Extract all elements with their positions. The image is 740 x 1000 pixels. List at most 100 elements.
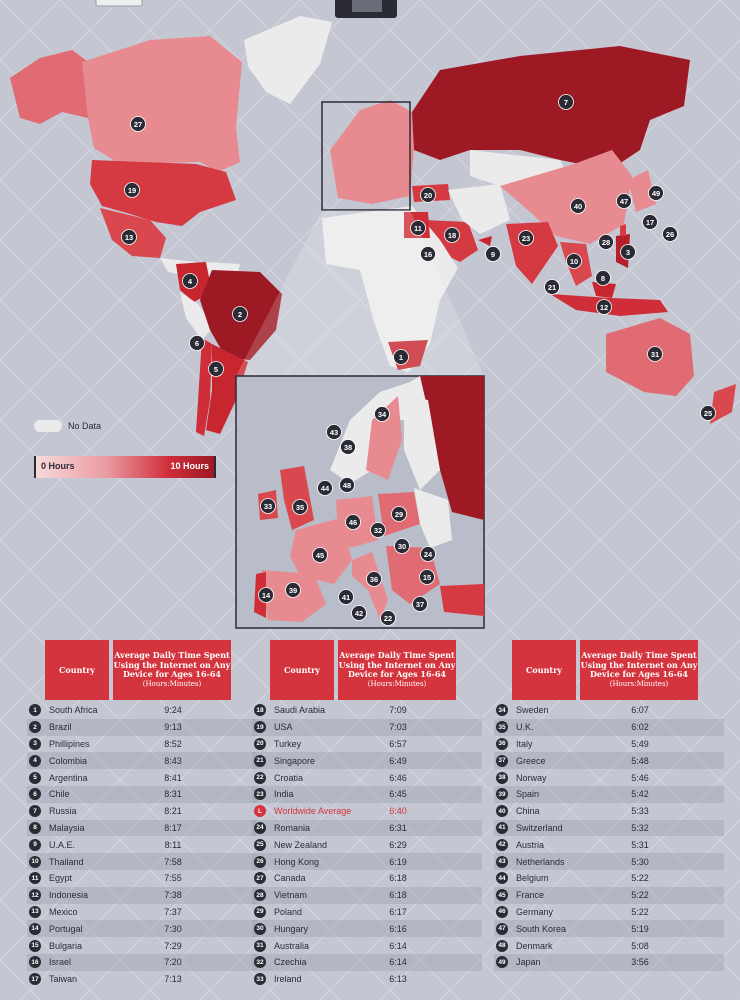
rank-marker-label: 43 — [330, 428, 338, 437]
time-value: 6:45 — [389, 789, 407, 800]
table-row: 40 China 5:33 — [494, 803, 724, 820]
country-name: Colombia — [49, 755, 88, 766]
rank-marker-label: 31 — [651, 350, 659, 359]
rank-marker: 49 — [648, 185, 664, 201]
time-value: 5:32 — [631, 822, 649, 833]
rank-badge: 20 — [254, 737, 266, 750]
no-data-label: No Data — [68, 421, 102, 431]
rank-marker-label: 18 — [448, 231, 456, 240]
country-name: Hungary — [274, 923, 309, 934]
rank-marker: 35 — [292, 499, 308, 515]
table-row: 43 Netherlands 5:30 — [494, 853, 724, 870]
country-name: Chile — [49, 789, 70, 800]
rank-badge: 43 — [496, 855, 508, 868]
rank-marker: 22 — [380, 610, 396, 626]
rank-badge: 11 — [29, 872, 41, 885]
country-name: Argentina — [49, 772, 88, 783]
rank-marker: 20 — [420, 187, 436, 203]
country-name: Mexico — [49, 906, 78, 917]
time-value: 5:22 — [631, 873, 649, 884]
table-row: 17 Taiwan 7:13 — [27, 971, 257, 988]
legend-max-label: 10 Hours — [170, 461, 209, 471]
rank-marker-label: 23 — [522, 234, 530, 243]
rank-marker-label: 27 — [134, 120, 142, 129]
country-name: Russia — [49, 806, 77, 817]
table-row: 10 Thailand 7:58 — [27, 853, 257, 870]
rank-marker: 24 — [420, 546, 436, 562]
country-name: Poland — [274, 906, 303, 917]
rank-marker: 4 — [182, 273, 198, 289]
table-header: Country Average Daily Time Spent Using t… — [27, 640, 257, 700]
table-row: 1 South Africa 9:24 — [27, 702, 257, 719]
table-row: L Worldwide Average 6:40 — [252, 803, 482, 820]
country-name: Turkey — [274, 738, 302, 749]
rank-marker-label: 9 — [491, 250, 495, 259]
time-value: 5:46 — [631, 772, 649, 783]
table-row: 35 U.K. 6:02 — [494, 718, 724, 736]
country-name: Egypt — [49, 873, 73, 884]
rank-marker: 5 — [208, 361, 224, 377]
table-row: 30 Hungary 6:16 — [252, 920, 482, 938]
rank-marker: 31 — [647, 346, 663, 362]
rank-marker-label: 5 — [214, 365, 218, 374]
table-rows: 34 Sweden 6:07 35 U.K. 6:02 36 Italy 5:49 37 Greec… — [494, 702, 724, 971]
table-row: 20 Turkey 6:57 — [252, 736, 482, 753]
header-country: Country — [512, 640, 576, 700]
rank-badge: 12 — [29, 889, 41, 902]
rank-badge: 46 — [496, 905, 508, 918]
rank-marker-label: 41 — [342, 593, 350, 602]
time-value: 5:22 — [631, 906, 649, 917]
country-russia-inset — [420, 376, 484, 520]
world-map: 1234567891011121316171819202123252627283… — [10, 0, 736, 629]
table-row: 36 Italy 5:49 — [494, 736, 724, 753]
rank-badge: 30 — [254, 922, 266, 935]
rank-marker: 37 — [412, 596, 428, 612]
table-row: 42 Austria 5:31 — [494, 836, 724, 853]
rank-marker: 30 — [394, 538, 410, 554]
country-name: Germany — [516, 906, 554, 917]
rank-marker: 7 — [558, 94, 574, 110]
rank-marker-label: 42 — [355, 609, 363, 618]
time-value: 5:22 — [631, 890, 649, 901]
rank-badge: 47 — [496, 922, 508, 935]
rank-marker: 43 — [326, 424, 342, 440]
country-uk-inset — [280, 466, 314, 530]
country-name: South Korea — [516, 923, 567, 934]
table-row: 2 Brazil 9:13 — [27, 718, 257, 736]
rank-badge: 21 — [254, 754, 266, 767]
rank-badge: 8 — [29, 821, 41, 834]
rank-marker-label: 33 — [264, 502, 272, 511]
rank-badge: 44 — [496, 872, 508, 885]
table-row: 49 Japan 3:56 — [494, 953, 724, 971]
rank-badge: 34 — [496, 704, 508, 717]
rank-marker: 21 — [544, 279, 560, 295]
table-row: 47 South Korea 5:19 — [494, 920, 724, 938]
country-india — [506, 222, 558, 284]
table-row: 29 Poland 6:17 — [252, 904, 482, 921]
time-value: 8:31 — [164, 789, 182, 800]
country-name: Bulgaria — [49, 940, 83, 951]
rank-badge: 45 — [496, 889, 508, 902]
country-name: Japan — [516, 957, 541, 968]
country-name: Portugal — [49, 923, 83, 934]
rank-marker: 18 — [444, 227, 460, 243]
rank-marker-label: 17 — [646, 218, 654, 227]
country-uae — [478, 236, 492, 246]
rank-marker: 8 — [595, 270, 611, 286]
time-value: 6:49 — [389, 755, 407, 766]
table-row: 18 Saudi Arabia 7:09 — [252, 702, 482, 719]
country-name: Switzerland — [516, 822, 563, 833]
country-name: Thailand — [49, 856, 84, 867]
time-value: 6:29 — [389, 839, 407, 850]
table-row: 4 Colombia 8:43 — [27, 752, 257, 770]
time-value: 6:57 — [389, 738, 407, 749]
time-value: 7:37 — [164, 906, 182, 917]
time-value: 5:33 — [631, 806, 649, 817]
table-row: 41 Switzerland 5:32 — [494, 819, 724, 837]
country-turkey-inset — [440, 584, 484, 616]
region-europe-map — [330, 100, 414, 204]
rank-badge: 17 — [29, 973, 41, 986]
table-row: 28 Vietnam 6:18 — [252, 886, 482, 904]
rank-marker: 28 — [598, 234, 614, 250]
rank-badge: 25 — [254, 838, 266, 851]
